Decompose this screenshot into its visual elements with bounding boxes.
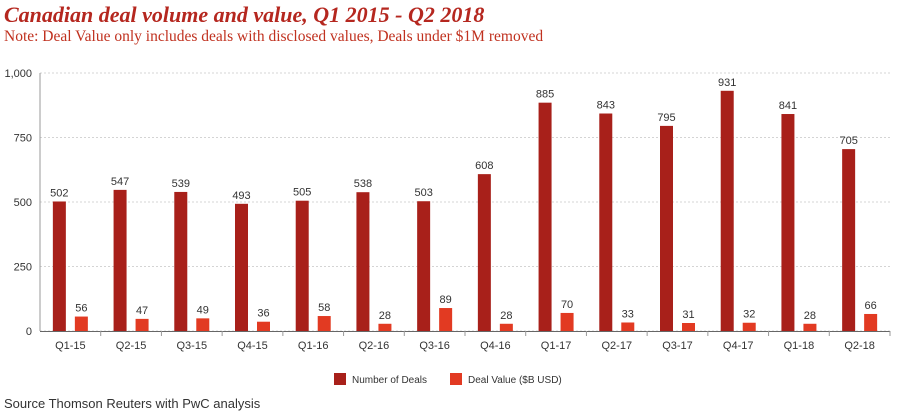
bar-number-of-deals <box>660 125 673 331</box>
data-label-number-of-deals: 885 <box>536 89 554 101</box>
bar-number-of-deals <box>52 201 66 331</box>
data-label-deal-value: 28 <box>379 310 391 322</box>
x-tick-label: Q3-16 <box>419 340 450 352</box>
legend-label-deal-value: Deal Value ($B USD) <box>468 375 562 386</box>
x-tick-label: Q4-16 <box>480 340 511 352</box>
bar-deal-value <box>74 316 88 331</box>
y-tick-label: 750 <box>14 133 32 145</box>
bar-deal-value <box>135 318 149 331</box>
x-tick-label: Q1-17 <box>541 340 572 352</box>
bar-number-of-deals <box>477 174 491 331</box>
data-label-number-of-deals: 843 <box>597 100 615 112</box>
bar-number-of-deals <box>235 203 248 331</box>
bar-deal-value <box>803 323 817 331</box>
y-tick-label: 250 <box>14 262 32 274</box>
data-label-deal-value: 56 <box>75 303 87 315</box>
data-label-deal-value: 49 <box>197 304 209 316</box>
x-tick-label: Q2-17 <box>601 340 632 352</box>
bar-deal-value <box>864 313 878 331</box>
data-label-number-of-deals: 539 <box>172 178 190 190</box>
bar-deal-value <box>257 321 270 331</box>
data-label-deal-value: 36 <box>257 308 269 320</box>
data-label-deal-value: 66 <box>865 300 877 312</box>
bar-deal-value <box>439 308 453 331</box>
y-tick-label: 0 <box>26 326 32 338</box>
x-tick-label: Q2-18 <box>844 340 875 352</box>
data-label-deal-value: 31 <box>682 309 694 321</box>
bar-number-of-deals <box>356 192 370 331</box>
bar-deal-value <box>682 323 695 331</box>
legend-swatch-deal-value <box>450 373 462 385</box>
chart-subtitle: Note: Deal Value only includes deals wit… <box>4 28 544 45</box>
legend-swatch-number-of-deals <box>334 373 346 385</box>
data-label-deal-value: 70 <box>561 299 573 311</box>
x-tick-label: Q1-16 <box>298 340 329 352</box>
data-label-number-of-deals: 505 <box>293 187 311 199</box>
data-label-number-of-deals: 502 <box>50 187 68 199</box>
x-tick-label: Q3-17 <box>662 340 693 352</box>
data-label-number-of-deals: 547 <box>111 176 129 188</box>
source-note: Source Thomson Reuters with PwC analysis <box>4 396 261 411</box>
data-label-deal-value: 47 <box>136 305 148 317</box>
data-label-number-of-deals: 493 <box>232 190 250 202</box>
x-tick-label: Q1-18 <box>784 340 815 352</box>
bar-number-of-deals <box>842 149 856 331</box>
bar-deal-value <box>560 312 574 331</box>
bar-number-of-deals <box>538 102 552 331</box>
x-tick-label: Q3-15 <box>176 340 207 352</box>
data-label-number-of-deals: 705 <box>839 135 857 147</box>
x-tick-label: Q2-15 <box>116 340 147 352</box>
bar-number-of-deals <box>599 113 613 331</box>
bar-deal-value <box>196 318 210 331</box>
y-tick-label: 1,000 <box>4 68 32 80</box>
bar-deal-value <box>742 322 756 331</box>
data-label-deal-value: 28 <box>804 310 816 322</box>
bar-number-of-deals <box>113 189 127 331</box>
bar-deal-value <box>317 316 331 331</box>
bar-deal-value <box>499 323 513 331</box>
y-tick-label: 500 <box>14 197 32 209</box>
data-label-number-of-deals: 841 <box>779 100 797 112</box>
data-label-number-of-deals: 608 <box>475 160 493 172</box>
x-tick-label: Q1-15 <box>55 340 86 352</box>
x-tick-label: Q4-15 <box>237 340 268 352</box>
legend-label-number-of-deals: Number of Deals <box>352 375 427 386</box>
bar-number-of-deals <box>417 201 431 331</box>
data-label-number-of-deals: 538 <box>354 178 372 190</box>
bar-number-of-deals <box>781 114 795 331</box>
bar-deal-value <box>378 323 392 331</box>
bar-number-of-deals <box>295 200 309 331</box>
data-label-deal-value: 28 <box>500 310 512 322</box>
data-label-deal-value: 89 <box>440 294 452 306</box>
bar-number-of-deals <box>174 191 188 331</box>
bar-number-of-deals <box>720 90 734 331</box>
data-label-deal-value: 32 <box>743 309 755 321</box>
x-tick-label: Q4-17 <box>723 340 754 352</box>
data-label-deal-value: 58 <box>318 302 330 314</box>
chart-title: Canadian deal volume and value, Q1 2015 … <box>4 2 485 27</box>
data-label-number-of-deals: 931 <box>718 77 736 89</box>
x-tick-label: Q2-16 <box>359 340 390 352</box>
data-label-number-of-deals: 795 <box>657 112 675 124</box>
data-label-deal-value: 33 <box>622 308 634 320</box>
data-label-number-of-deals: 503 <box>414 187 432 199</box>
bar-deal-value <box>621 322 635 331</box>
